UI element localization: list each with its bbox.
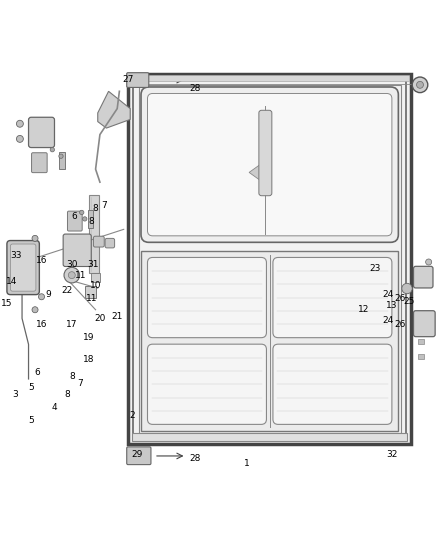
Text: 18: 18 [83, 355, 95, 364]
Text: 33: 33 [10, 251, 21, 260]
Text: 32: 32 [386, 450, 398, 459]
Bar [85, 286, 95, 298]
Text: 4: 4 [52, 402, 57, 411]
Text: 24: 24 [382, 316, 393, 325]
Text: 27: 27 [122, 75, 134, 84]
Text: 2: 2 [130, 411, 135, 420]
Text: 7: 7 [101, 201, 107, 211]
Text: 24: 24 [382, 290, 393, 299]
Text: 17: 17 [66, 320, 78, 329]
Bar [139, 85, 400, 433]
Text: 11: 11 [85, 294, 97, 303]
Text: 30: 30 [66, 260, 78, 269]
Text: 11: 11 [75, 271, 86, 280]
FancyBboxPatch shape [413, 266, 433, 288]
Bar [133, 79, 406, 439]
Circle shape [417, 82, 424, 88]
Text: 31: 31 [88, 260, 99, 269]
FancyBboxPatch shape [273, 344, 392, 424]
Text: 8: 8 [93, 204, 99, 213]
Text: 19: 19 [83, 333, 95, 342]
Text: 8: 8 [69, 373, 74, 381]
FancyBboxPatch shape [259, 110, 272, 196]
Text: 9: 9 [45, 290, 51, 299]
Circle shape [32, 306, 38, 313]
Bar [418, 354, 424, 359]
Bar [141, 251, 399, 431]
Text: 10: 10 [90, 281, 101, 290]
Text: 28: 28 [189, 84, 201, 93]
Bar [59, 152, 65, 169]
FancyBboxPatch shape [105, 238, 115, 248]
Bar [128, 74, 411, 444]
Text: 6: 6 [34, 368, 40, 377]
Text: 5: 5 [28, 383, 34, 392]
Circle shape [17, 120, 23, 127]
Circle shape [83, 217, 87, 221]
Text: 21: 21 [112, 312, 123, 321]
FancyBboxPatch shape [148, 93, 392, 236]
Polygon shape [249, 161, 264, 183]
Text: 25: 25 [403, 296, 415, 305]
FancyBboxPatch shape [127, 72, 149, 87]
FancyBboxPatch shape [141, 87, 399, 243]
FancyBboxPatch shape [148, 344, 266, 424]
Bar [88, 210, 93, 228]
Text: 3: 3 [13, 390, 18, 399]
Circle shape [68, 272, 75, 279]
Bar [89, 195, 99, 273]
Circle shape [32, 236, 38, 241]
FancyBboxPatch shape [7, 240, 39, 295]
FancyBboxPatch shape [32, 153, 47, 173]
Text: 29: 29 [131, 450, 142, 459]
Text: 16: 16 [36, 320, 47, 329]
Text: 6: 6 [71, 212, 77, 221]
Circle shape [18, 261, 25, 268]
Bar [418, 339, 424, 344]
Text: 20: 20 [94, 314, 106, 323]
Circle shape [59, 154, 63, 158]
Text: 7: 7 [78, 379, 83, 388]
Circle shape [39, 294, 45, 300]
Circle shape [402, 284, 412, 294]
Circle shape [17, 135, 23, 142]
Polygon shape [98, 91, 130, 128]
Circle shape [80, 210, 84, 215]
FancyBboxPatch shape [273, 257, 392, 338]
Text: 26: 26 [395, 320, 406, 329]
Bar [91, 273, 100, 281]
Circle shape [426, 259, 432, 265]
FancyBboxPatch shape [67, 211, 82, 231]
FancyBboxPatch shape [28, 117, 54, 148]
FancyBboxPatch shape [413, 311, 435, 337]
Circle shape [412, 77, 428, 93]
Text: 14: 14 [6, 277, 17, 286]
Text: 5: 5 [28, 416, 34, 425]
FancyBboxPatch shape [127, 447, 151, 465]
Text: 16: 16 [36, 255, 47, 264]
Bar [132, 433, 407, 441]
FancyBboxPatch shape [11, 244, 36, 291]
Text: 13: 13 [386, 301, 398, 310]
Text: 28: 28 [189, 455, 201, 464]
Circle shape [50, 148, 54, 152]
FancyBboxPatch shape [148, 257, 266, 338]
FancyBboxPatch shape [93, 236, 104, 247]
Text: 22: 22 [62, 286, 73, 295]
Text: 8: 8 [64, 390, 71, 399]
Bar [130, 75, 409, 82]
Text: 15: 15 [1, 299, 13, 308]
Text: 1: 1 [244, 459, 250, 468]
Text: 8: 8 [88, 216, 94, 225]
Text: 23: 23 [369, 264, 380, 273]
FancyBboxPatch shape [63, 234, 91, 266]
Text: 12: 12 [358, 305, 370, 314]
Circle shape [64, 268, 80, 283]
Text: 26: 26 [395, 294, 406, 303]
